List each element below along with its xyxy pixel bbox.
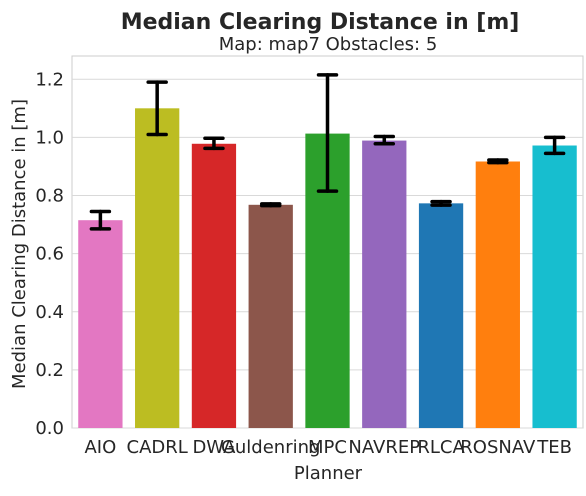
bar xyxy=(135,108,180,428)
x-tick-label: CADRL xyxy=(127,437,188,458)
error-bar xyxy=(89,209,112,231)
y-axis-label: Median Clearing Distance in [m] xyxy=(9,99,30,389)
x-tick-label: TEB xyxy=(536,437,572,458)
x-tick-label: ROSNAV xyxy=(460,437,536,458)
bar xyxy=(248,204,293,428)
error-bar xyxy=(487,158,509,165)
error-bar xyxy=(316,73,339,193)
y-tick-label: 0.6 xyxy=(35,244,64,265)
y-tick-label: 0.0 xyxy=(35,418,64,439)
x-tick-label: Guldenring xyxy=(221,437,321,458)
error-bar xyxy=(430,199,452,207)
error-bar xyxy=(203,136,225,151)
error-bars xyxy=(89,73,566,231)
chart-title: Median Clearing Distance in [m] xyxy=(121,10,520,35)
x-tick-label: NAVREP xyxy=(348,437,420,458)
bar xyxy=(362,140,407,428)
bar xyxy=(532,145,577,428)
bar xyxy=(78,220,123,428)
bar xyxy=(475,161,520,428)
y-tick-label: 0.2 xyxy=(35,360,64,381)
y-tick-label: 1.0 xyxy=(35,127,64,148)
y-tick-label: 0.4 xyxy=(35,302,64,323)
y-tick-label: 1.2 xyxy=(35,69,64,90)
x-tick-label: AIO xyxy=(84,437,116,458)
x-tick-label: DWA xyxy=(192,437,236,458)
error-bar xyxy=(543,135,566,156)
bar xyxy=(191,143,237,429)
y-axis-ticks: 0.0 0.2 0.4 0.6 0.8 1.0 1.2 xyxy=(35,69,64,439)
x-tick-label: RLCA xyxy=(417,437,465,458)
bar xyxy=(418,203,464,428)
y-tick-label: 0.8 xyxy=(35,186,64,207)
x-axis-label: Planner xyxy=(294,463,363,484)
x-tick-label: MPC xyxy=(308,437,347,458)
error-bar xyxy=(259,202,282,208)
chart-subtitle: Map: map7 Obstacles: 5 xyxy=(219,34,438,55)
error-bar xyxy=(146,80,168,137)
error-bar xyxy=(373,134,396,146)
